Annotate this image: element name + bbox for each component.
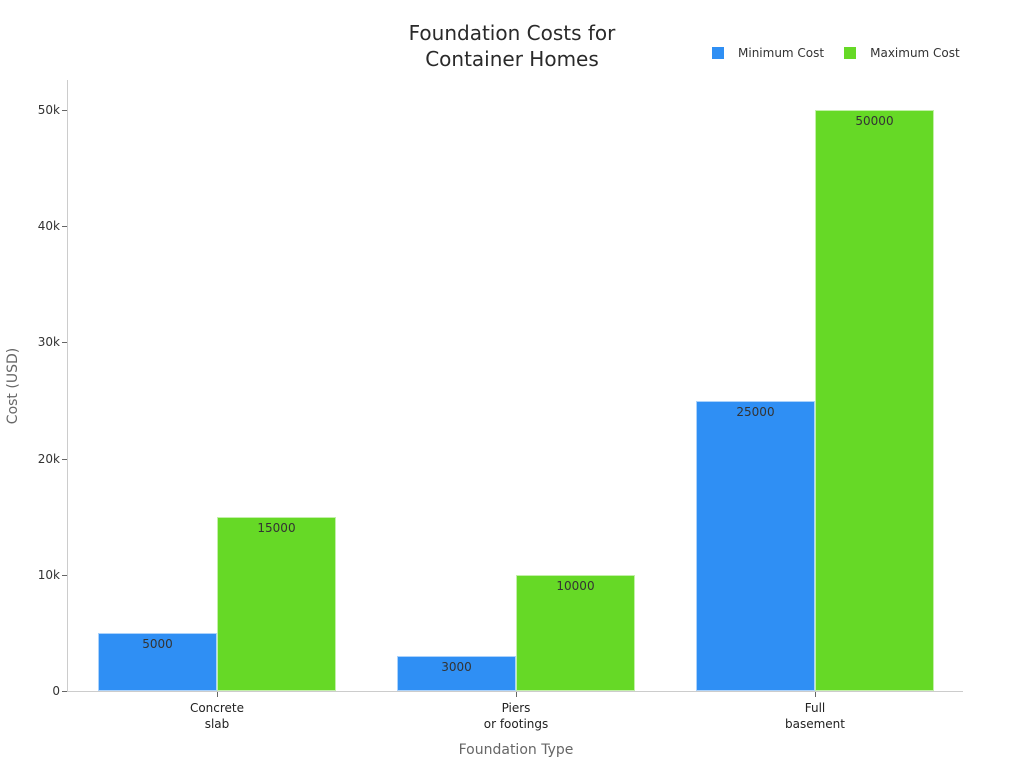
x-tick-label: Concrete slab (189, 701, 245, 731)
y-tick-label: 20k (37, 451, 60, 466)
y-tick-label: 30k (37, 335, 60, 350)
y-tick: 20k (0, 452, 67, 473)
y-tick-mark (62, 691, 67, 692)
bar-value-label: 5000 (142, 636, 173, 651)
y-tick-mark (62, 226, 67, 228)
y-axis-label: Cost (USD) (5, 347, 21, 425)
bar-value-label: 10000 (556, 578, 595, 593)
y-tick-label: 50k (37, 103, 60, 117)
bar-maximum-cost[interactable]: 50000 (815, 110, 934, 691)
x-axis-label: Foundation Type (458, 742, 574, 758)
bar-value-label: 25000 (736, 404, 775, 419)
legend: Minimum Cost Maximum Cost (712, 46, 980, 60)
bar-maximum-cost[interactable]: 15000 (217, 516, 336, 691)
y-tick: 50k (0, 103, 67, 124)
y-tick-label: 10k (37, 567, 60, 582)
legend-item-maximum-cost[interactable]: Maximum Cost (844, 46, 960, 60)
bar-value-label: 15000 (257, 520, 296, 535)
y-axis-line (67, 80, 68, 692)
chart-title: Foundation Costs for Container Homes (362, 20, 662, 72)
legend-label: Maximum Cost (870, 46, 960, 60)
chart-title-line-1: Foundation Costs for (408, 21, 616, 45)
legend-swatch-minimum-cost (712, 47, 724, 59)
x-tick-label: Piers or footings (483, 701, 549, 731)
x-tick-mark (815, 692, 816, 697)
y-tick-mark (62, 342, 67, 344)
y-tick: 40k (0, 219, 67, 240)
bar-maximum-cost[interactable]: 10000 (516, 574, 635, 691)
y-tick-mark (62, 458, 67, 460)
x-tick-mark (217, 692, 218, 697)
chart-title-line-2: Container Homes (425, 47, 599, 71)
y-tick: 0 (0, 684, 67, 705)
y-tick-mark (62, 574, 67, 576)
legend-swatch-maximum-cost (844, 47, 857, 59)
x-tick-mark (516, 692, 517, 697)
y-tick-mark (62, 110, 67, 111)
bar-minimum-cost[interactable]: 5000 (98, 632, 217, 691)
legend-label: Minimum Cost (738, 46, 825, 60)
x-axis-line (67, 691, 963, 692)
bar-value-label: 50000 (855, 114, 894, 128)
x-tick-label: Full basement (785, 701, 845, 731)
legend-item-minimum-cost[interactable]: Minimum Cost (712, 46, 824, 60)
bar-minimum-cost[interactable]: 25000 (696, 400, 815, 691)
bar-minimum-cost[interactable]: 3000 (397, 656, 516, 691)
y-tick: 30k (0, 335, 67, 356)
y-tick: 10k (0, 568, 67, 589)
y-tick-label: 40k (37, 219, 60, 234)
bar-value-label: 3000 (441, 660, 472, 675)
y-tick-label: 0 (52, 684, 60, 698)
